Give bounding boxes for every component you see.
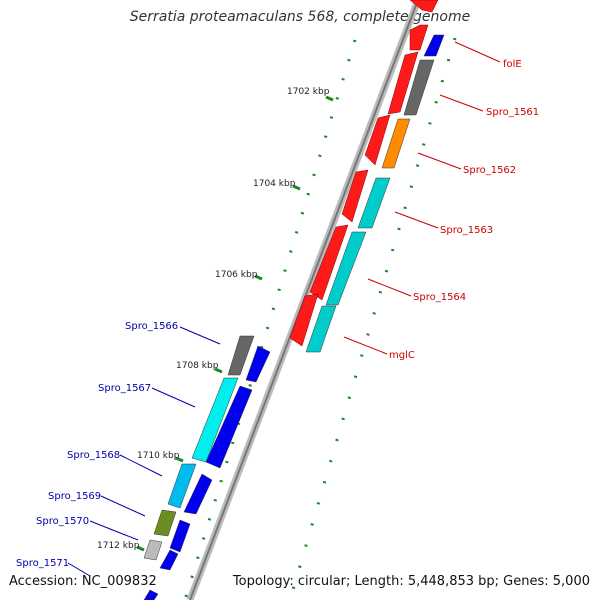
gene-Spro_1568 (183, 473, 213, 515)
gene-label: folE (503, 59, 522, 70)
tick-label: 1712 kbp (97, 541, 140, 551)
accession-label: Accession: NC_009832 (9, 574, 157, 589)
tick-label: 1706 kbp (215, 270, 258, 280)
gene-Spro_1561 (403, 59, 435, 116)
gene-label: Spro_1566 (125, 321, 178, 332)
gene-label: mglC (389, 350, 415, 361)
gene-label: Spro_1563 (440, 225, 493, 236)
gene-label: Spro_1561 (486, 107, 539, 118)
tick-label: 1708 kbp (176, 361, 219, 371)
genome-stats: Topology: circular; Length: 5,448,853 bp… (232, 574, 590, 589)
tick-marks (136, 95, 334, 552)
gene-label: Spro_1564 (413, 292, 466, 303)
tick-label: 1710 kbp (137, 451, 180, 461)
gene-label: Spro_1570 (36, 516, 89, 527)
forward-leaders (343, 41, 501, 355)
tick-label: 1704 kbp (253, 179, 296, 189)
gene-mglC (305, 305, 337, 353)
gene-Spro_1567 (205, 385, 253, 469)
gene-label: Spro_1568 (67, 450, 120, 461)
gene-label: Spro_1571 (16, 558, 69, 569)
map-title: Serratia proteamaculans 568, complete ge… (129, 9, 471, 25)
cds-red-track (289, 0, 439, 347)
reverse-leaders (67, 326, 221, 577)
tick-label: 1702 kbp (287, 87, 330, 97)
reverse-gene-features (143, 335, 271, 600)
gene-folE (423, 34, 445, 57)
gene-Spro_1562 (381, 118, 411, 169)
gene-Spro_1570-grey (143, 539, 163, 561)
gene-Spro_1569-olive (153, 509, 177, 537)
gene-Spro_1568-cyan (167, 463, 197, 509)
gene-Spro_1566-grey (227, 335, 255, 376)
gene-label: Spro_1567 (98, 383, 151, 394)
gene-label: Spro_1569 (48, 491, 101, 502)
gene-Spro_1569 (169, 519, 191, 553)
gene-Spro_1570 (159, 549, 179, 571)
gene-label: Spro_1562 (463, 165, 516, 176)
forward-gene-features (305, 34, 445, 353)
gene-Spro_1563 (357, 177, 391, 229)
gene-Spro_1564 (325, 231, 367, 306)
gene-Spro_1571 (143, 589, 159, 600)
gene-Spro_1566 (245, 345, 271, 383)
